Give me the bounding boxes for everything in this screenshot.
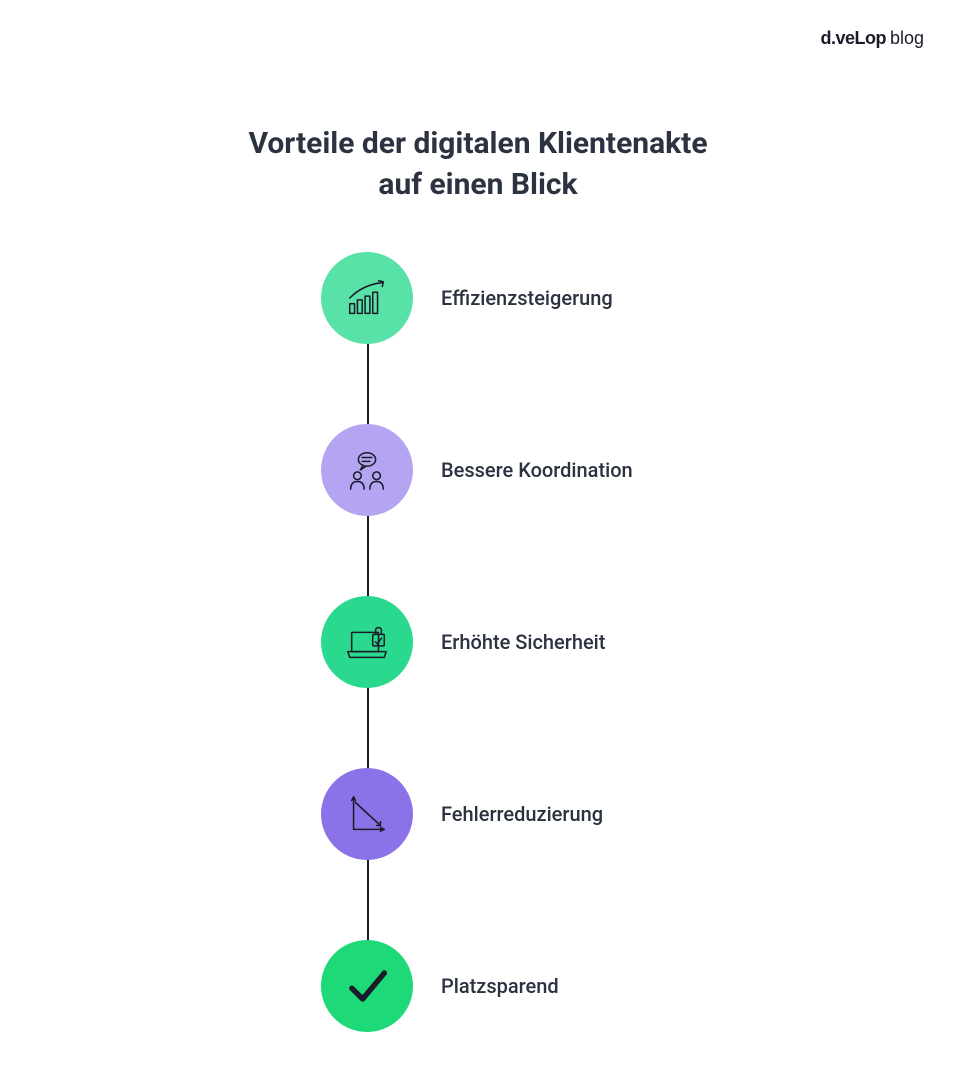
item-label: Platzsparend xyxy=(441,974,559,998)
timeline-item: Erhöhte Sicherheit xyxy=(321,596,721,688)
title-line-1: Vorteile der digitalen Klientenakte xyxy=(248,126,707,161)
title-line-2: auf einen Blick xyxy=(378,167,577,202)
icon-circle xyxy=(321,768,413,860)
item-label: Erhöhte Sicherheit xyxy=(441,630,605,654)
chart-decline-icon xyxy=(344,791,390,837)
icon-circle xyxy=(321,940,413,1032)
timeline-item: Platzsparend xyxy=(321,940,721,1032)
page-title: Vorteile der digitalen Klientenakte auf … xyxy=(0,124,956,205)
icon-circle xyxy=(321,596,413,688)
brand-logo: d.veLop blog xyxy=(820,28,924,49)
checkmark-icon xyxy=(341,960,393,1012)
item-label: Fehlerreduzierung xyxy=(441,802,603,826)
timeline-item: Bessere Koordination xyxy=(321,424,721,516)
item-label: Effizienzsteigerung xyxy=(441,286,613,310)
logo-brand: d.veLop xyxy=(820,28,886,48)
item-label: Bessere Koordination xyxy=(441,458,633,482)
logo-suffix: blog xyxy=(890,28,924,48)
timeline-item: Effizienzsteigerung xyxy=(321,252,721,344)
icon-circle xyxy=(321,252,413,344)
chart-growth-icon xyxy=(344,275,390,321)
timeline-item: Fehlerreduzierung xyxy=(321,768,721,860)
laptop-lock-icon xyxy=(344,619,390,665)
people-chat-icon xyxy=(344,447,390,493)
timeline: Effizienzsteigerung Bessere Koordination xyxy=(321,252,721,1032)
icon-circle xyxy=(321,424,413,516)
